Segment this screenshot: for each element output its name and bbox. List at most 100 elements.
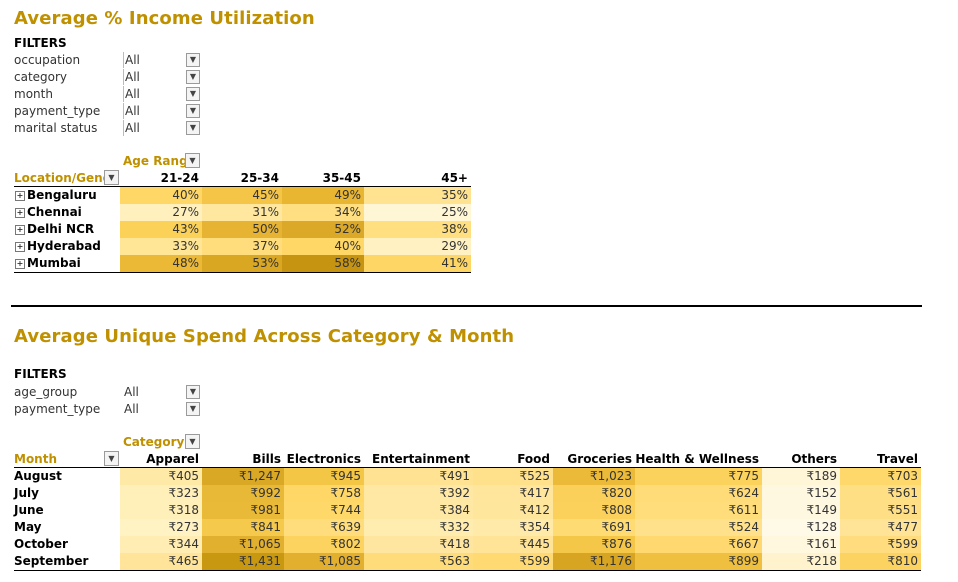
expand-icon[interactable]: + <box>15 242 25 252</box>
filter-value[interactable]: All <box>124 385 139 399</box>
table-row-label[interactable]: + Bengaluru <box>15 188 97 202</box>
filter-value[interactable]: All <box>123 120 185 136</box>
column-header: 25-34 <box>240 171 279 185</box>
filter-label: marital status <box>14 121 98 135</box>
table-cell: 41% <box>364 255 471 272</box>
filter-label: payment_type <box>14 104 101 118</box>
table-cell: ₹218 <box>762 553 840 570</box>
filter-value[interactable]: All <box>123 103 185 119</box>
chevron-down-icon[interactable]: ▼ <box>186 385 200 399</box>
table-row-label: September <box>14 554 89 568</box>
filter-row-age_group: age_group All ▼ <box>14 384 202 401</box>
table-cell: ₹412 <box>473 502 553 519</box>
column-header: Bills <box>252 452 281 466</box>
table-cell: ₹273 <box>120 519 202 536</box>
column-header: 21-24 <box>160 171 199 185</box>
age-range-field-label: Age Rang <box>123 154 188 168</box>
table-cell: ₹624 <box>635 485 762 502</box>
table-cell: ₹876 <box>553 536 635 553</box>
filter-row-marital-status: marital status All ▼ <box>14 120 202 137</box>
table-cell: ₹318 <box>120 502 202 519</box>
table-cell: ₹820 <box>553 485 635 502</box>
table-cell: ₹1,247 <box>202 468 284 485</box>
table-cell: ₹525 <box>473 468 553 485</box>
filter-label: age_group <box>14 385 78 399</box>
expand-icon[interactable]: + <box>15 191 25 201</box>
table-row-label[interactable]: + Chennai <box>15 205 82 219</box>
filter-value[interactable]: All <box>123 86 185 102</box>
table-cell: ₹477 <box>840 519 921 536</box>
table-cell: ₹323 <box>120 485 202 502</box>
header-underline <box>14 186 471 187</box>
table-cell: 49% <box>282 187 364 204</box>
table-cell: 40% <box>282 238 364 255</box>
chevron-down-icon[interactable]: ▼ <box>186 104 200 118</box>
column-header: Health & Wellness <box>635 452 759 466</box>
age-range-filter-dropdown-icon[interactable]: ▼ <box>185 153 200 168</box>
table-cell: ₹405 <box>120 468 202 485</box>
table-cell: 25% <box>364 204 471 221</box>
table-cell: ₹691 <box>553 519 635 536</box>
table-cell: ₹465 <box>120 553 202 570</box>
table-cell: ₹810 <box>840 553 921 570</box>
column-header: Electronics <box>286 452 361 466</box>
filter-value[interactable]: All <box>124 402 139 416</box>
filter-value[interactable]: All <box>123 52 185 68</box>
table-cell: 43% <box>120 221 202 238</box>
unique-spend-title: Average Unique Spend Across Category & M… <box>14 326 515 347</box>
table-cell: 53% <box>202 255 282 272</box>
table-cell: ₹802 <box>284 536 364 553</box>
expand-icon[interactable]: + <box>15 208 25 218</box>
filter-value[interactable]: All <box>123 69 185 85</box>
filters-heading-2: FILTERS <box>14 367 67 381</box>
table-cell: ₹744 <box>284 502 364 519</box>
table-cell: ₹775 <box>635 468 762 485</box>
table-cell: ₹599 <box>473 553 553 570</box>
category-filter-dropdown-icon[interactable]: ▼ <box>185 434 200 449</box>
column-header: Others <box>791 452 837 466</box>
table-cell: 40% <box>120 187 202 204</box>
table-row-label[interactable]: + Hyderabad <box>15 239 101 253</box>
table-cell: ₹667 <box>635 536 762 553</box>
filter-row-month: month All ▼ <box>14 86 202 103</box>
location-name: Hyderabad <box>27 239 101 253</box>
filter-label: month <box>14 87 53 101</box>
header-underline <box>14 467 921 468</box>
table-cell: ₹1,176 <box>553 553 635 570</box>
table-cell: 38% <box>364 221 471 238</box>
table-row-label[interactable]: + Mumbai <box>15 256 81 270</box>
chevron-down-icon[interactable]: ▼ <box>186 70 200 84</box>
table-cell: 45% <box>202 187 282 204</box>
table-cell: ₹418 <box>364 536 473 553</box>
filter-row-payment_type: payment_type All ▼ <box>14 401 202 418</box>
expand-icon[interactable]: + <box>15 259 25 269</box>
location-name: Mumbai <box>27 256 81 270</box>
chevron-down-icon[interactable]: ▼ <box>186 87 200 101</box>
month-filter-dropdown-icon[interactable]: ▼ <box>104 451 119 466</box>
location-name: Chennai <box>27 205 82 219</box>
chevron-down-icon[interactable]: ▼ <box>186 53 200 67</box>
month-field-label: Month <box>14 452 58 466</box>
table-cell: 33% <box>120 238 202 255</box>
table-cell: 27% <box>120 204 202 221</box>
expand-icon[interactable]: + <box>15 225 25 235</box>
table-cell: ₹981 <box>202 502 284 519</box>
table-cell: ₹149 <box>762 502 840 519</box>
column-header: Food <box>517 452 550 466</box>
table-cell: 48% <box>120 255 202 272</box>
table-cell: ₹344 <box>120 536 202 553</box>
column-header: 45+ <box>441 171 468 185</box>
table-cell: 50% <box>202 221 282 238</box>
table-cell: ₹899 <box>635 553 762 570</box>
table-row-label: October <box>14 537 68 551</box>
table-cell: ₹703 <box>840 468 921 485</box>
category-field-label: Category <box>123 435 185 449</box>
table-row-label[interactable]: + Delhi NCR <box>15 222 94 236</box>
table-cell: ₹445 <box>473 536 553 553</box>
chevron-down-icon[interactable]: ▼ <box>186 121 200 135</box>
table-cell: ₹384 <box>364 502 473 519</box>
table-cell: 37% <box>202 238 282 255</box>
chevron-down-icon[interactable]: ▼ <box>186 402 200 416</box>
table-cell: ₹945 <box>284 468 364 485</box>
location-filter-dropdown-icon[interactable]: ▼ <box>104 170 119 185</box>
